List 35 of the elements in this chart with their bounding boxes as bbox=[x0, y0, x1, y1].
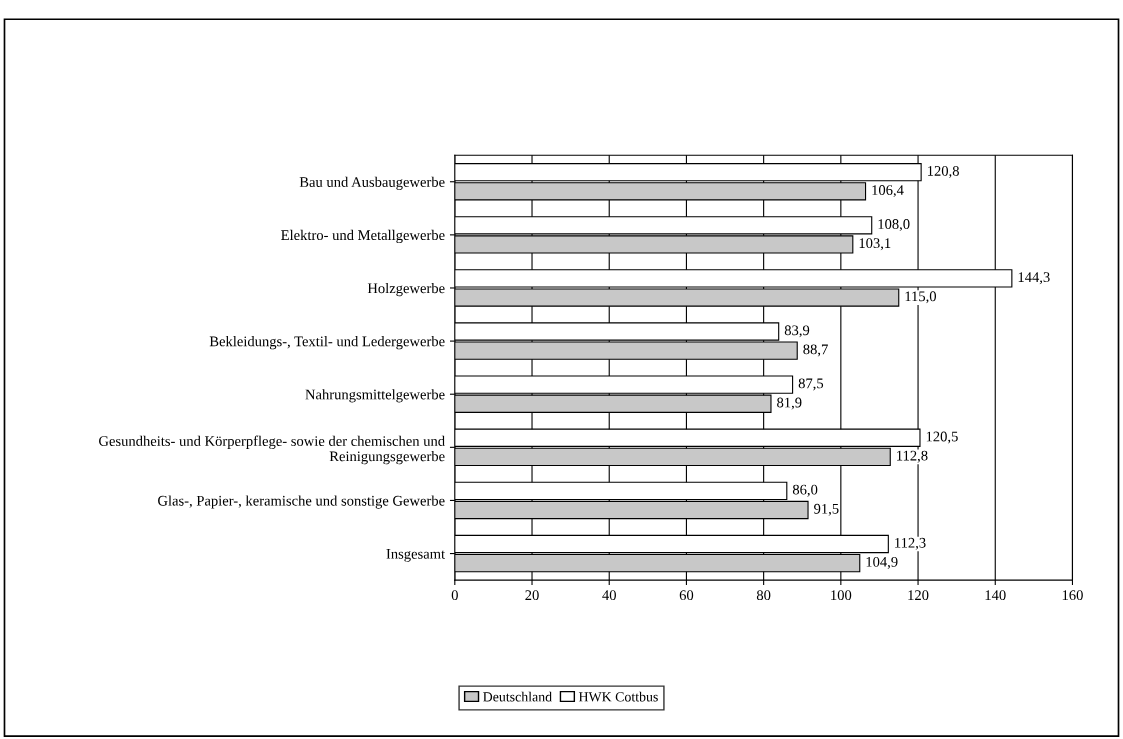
data-label: 120,5 bbox=[926, 431, 958, 444]
data-label: 103,1 bbox=[859, 238, 891, 251]
x-tick-label: 140 bbox=[985, 590, 1006, 601]
x-tick-label: 20 bbox=[525, 590, 539, 601]
y-tick-label: Holzgewerbe bbox=[367, 282, 445, 297]
y-tick-label: Insgesamt bbox=[386, 549, 446, 562]
data-label: 91,5 bbox=[814, 503, 839, 516]
legend-label: HWK Cottbus bbox=[578, 691, 658, 702]
y-tick-label: Elektro- und Metallgewerbe bbox=[281, 229, 445, 244]
y-tick-label: Glas-, Papier-, keramische und sonstige Gewerbe bbox=[158, 495, 445, 509]
data-label: 104,9 bbox=[866, 556, 898, 569]
data-label: 112,8 bbox=[897, 450, 928, 463]
y-tick-label: Bekleidungs-, Textil- und Ledergewerbe bbox=[209, 336, 445, 350]
legend-label: Deutschland bbox=[483, 691, 552, 702]
y-tick-label: Gesundheits- und Körperpflege- sowie der chemischen und Reinigungsgewerbe bbox=[99, 435, 445, 465]
data-label: 108,0 bbox=[878, 219, 910, 232]
data-label: 120,8 bbox=[927, 166, 959, 178]
data-label: 88,7 bbox=[803, 344, 828, 357]
x-tick-label: 40 bbox=[602, 590, 616, 601]
data-label: 87,5 bbox=[798, 378, 824, 391]
data-label: 83,9 bbox=[784, 325, 810, 338]
x-tick-label: 160 bbox=[1062, 590, 1083, 601]
y-tick-label: Bau und Ausbaugewerbe bbox=[299, 176, 445, 190]
y-tick-label: Nahrungsmittelgewerbe bbox=[305, 389, 445, 403]
data-label: 115,0 bbox=[905, 291, 937, 304]
data-label: 106,4 bbox=[872, 185, 904, 198]
x-tick-label: 100 bbox=[831, 590, 852, 601]
x-tick-label: 120 bbox=[908, 590, 929, 601]
data-label: 81,9 bbox=[777, 397, 802, 410]
x-tick-label: 60 bbox=[679, 590, 694, 601]
data-label: 112,3 bbox=[895, 537, 926, 550]
data-label: 144,3 bbox=[1018, 272, 1050, 285]
x-tick-label: 0 bbox=[451, 590, 458, 601]
data-label: 86,0 bbox=[792, 484, 818, 497]
x-tick-label: 80 bbox=[756, 590, 771, 601]
